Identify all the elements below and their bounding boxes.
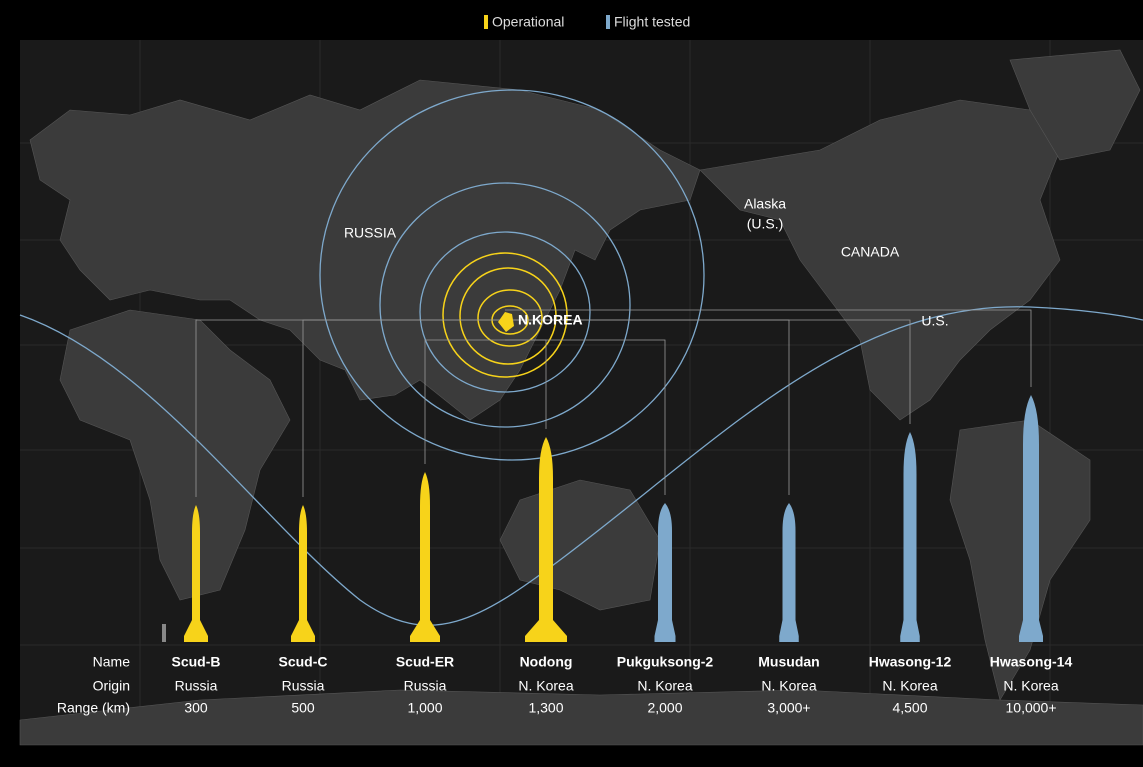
missile-range: 300 — [184, 700, 208, 716]
missile-name: Scud-ER — [396, 654, 454, 670]
africa — [59, 309, 291, 601]
missile-origin: N. Korea — [518, 678, 573, 694]
range-ring — [442, 252, 568, 378]
range-ring — [419, 231, 591, 393]
missile-name: Scud-C — [279, 654, 328, 670]
missile-name: Nodong — [520, 654, 573, 670]
row-header: Range (km) — [57, 700, 130, 716]
north-korea — [498, 312, 514, 332]
antarctica — [19, 689, 1143, 746]
greenland — [1009, 49, 1141, 161]
missile — [654, 503, 676, 642]
row-header: Origin — [93, 678, 130, 694]
missile — [525, 437, 567, 642]
missile-origin: N. Korea — [882, 678, 937, 694]
eurasia — [29, 79, 701, 421]
missile-name: Scud-B — [172, 654, 221, 670]
range-ring — [459, 267, 557, 365]
map-label: N.KOREA — [518, 312, 583, 328]
missile-range: 1,300 — [528, 700, 563, 716]
missile-range: 1,000 — [407, 700, 442, 716]
missile-name: Musudan — [758, 654, 819, 670]
map — [19, 40, 1143, 746]
south-america — [949, 419, 1091, 701]
missile-name: Pukguksong-2 — [617, 654, 714, 670]
overlay: Operational Flight tested RUSSIA Alaska (U.S… — [57, 14, 1073, 716]
missile-range: 3,000+ — [767, 700, 810, 716]
map-label: (U.S.) — [747, 216, 784, 232]
connector — [424, 339, 505, 464]
connector — [505, 309, 1032, 387]
north-america — [699, 99, 1061, 421]
missile — [900, 432, 920, 642]
human-scale — [162, 624, 166, 642]
missile — [410, 472, 440, 642]
missile-origin: N. Korea — [761, 678, 816, 694]
missile — [184, 505, 208, 642]
range-ring — [477, 289, 543, 347]
range-ring — [319, 89, 705, 461]
missile-range: 500 — [291, 700, 315, 716]
connector — [302, 319, 505, 497]
missile-origin: N. Korea — [1003, 678, 1058, 694]
legend-swatch — [484, 15, 488, 29]
map-label: Alaska — [744, 196, 786, 212]
missile-range: 10,000+ — [1006, 700, 1057, 716]
connectors — [195, 309, 1032, 497]
missile-origin: Russia — [175, 678, 218, 694]
map-label: U.S. — [921, 313, 948, 329]
legend-swatch — [606, 15, 610, 29]
missile — [779, 503, 799, 642]
missile-origin: Russia — [404, 678, 447, 694]
row-header: Name — [93, 654, 131, 670]
missile — [291, 505, 315, 642]
missile-name: Hwasong-14 — [990, 654, 1073, 670]
missile-origin: N. Korea — [637, 678, 692, 694]
connector — [505, 339, 666, 495]
missile-range: 2,000 — [647, 700, 682, 716]
connector — [505, 319, 911, 424]
missile-name: Hwasong-12 — [869, 654, 952, 670]
range-ring — [379, 182, 631, 428]
map-label: RUSSIA — [344, 225, 397, 241]
legend-label: Operational — [492, 14, 564, 30]
legend-label: Flight tested — [614, 14, 690, 30]
map-label: CANADA — [841, 244, 900, 260]
missile-range: 4,500 — [892, 700, 927, 716]
missile-origin: Russia — [282, 678, 325, 694]
missile — [1019, 395, 1043, 642]
